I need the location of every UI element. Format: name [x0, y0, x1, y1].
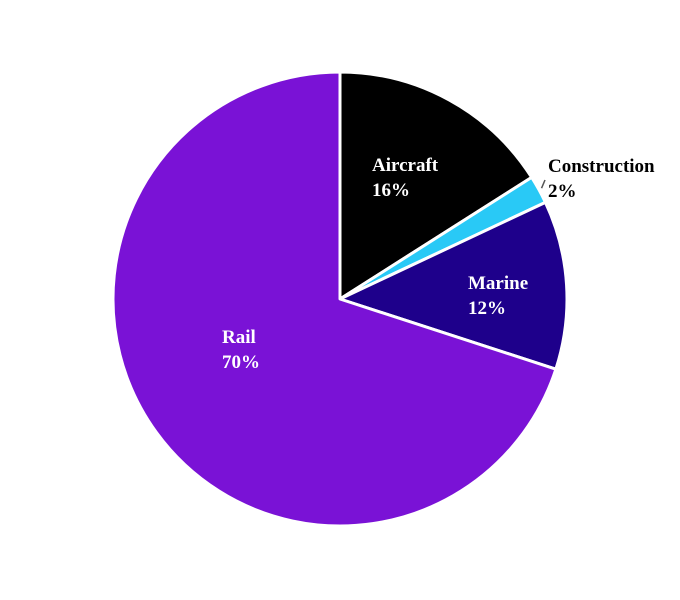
slice-percent-marine: 12% — [468, 298, 506, 319]
slice-percent-rail: 70% — [222, 352, 260, 373]
slice-percent-aircraft: 16% — [372, 180, 410, 201]
pie-slice-rail — [111, 70, 558, 528]
slice-label-rail: Rail — [222, 327, 256, 348]
pie-slice-aircraft — [338, 70, 534, 301]
pie-slice-marine — [338, 200, 569, 371]
leader-lines-layer — [540, 179, 546, 189]
slice-label-marine: Marine — [468, 273, 528, 294]
labels-layer: Aircraft 16% Construction 2% Marine 12% Rail 70… — [222, 155, 655, 373]
slice-label-aircraft: Aircraft — [372, 155, 439, 176]
slice-label-construction: Construction — [548, 156, 655, 177]
slice-percent-construction: 2% — [548, 181, 577, 202]
slices-layer — [111, 70, 569, 528]
leader-line-construction — [540, 179, 546, 189]
